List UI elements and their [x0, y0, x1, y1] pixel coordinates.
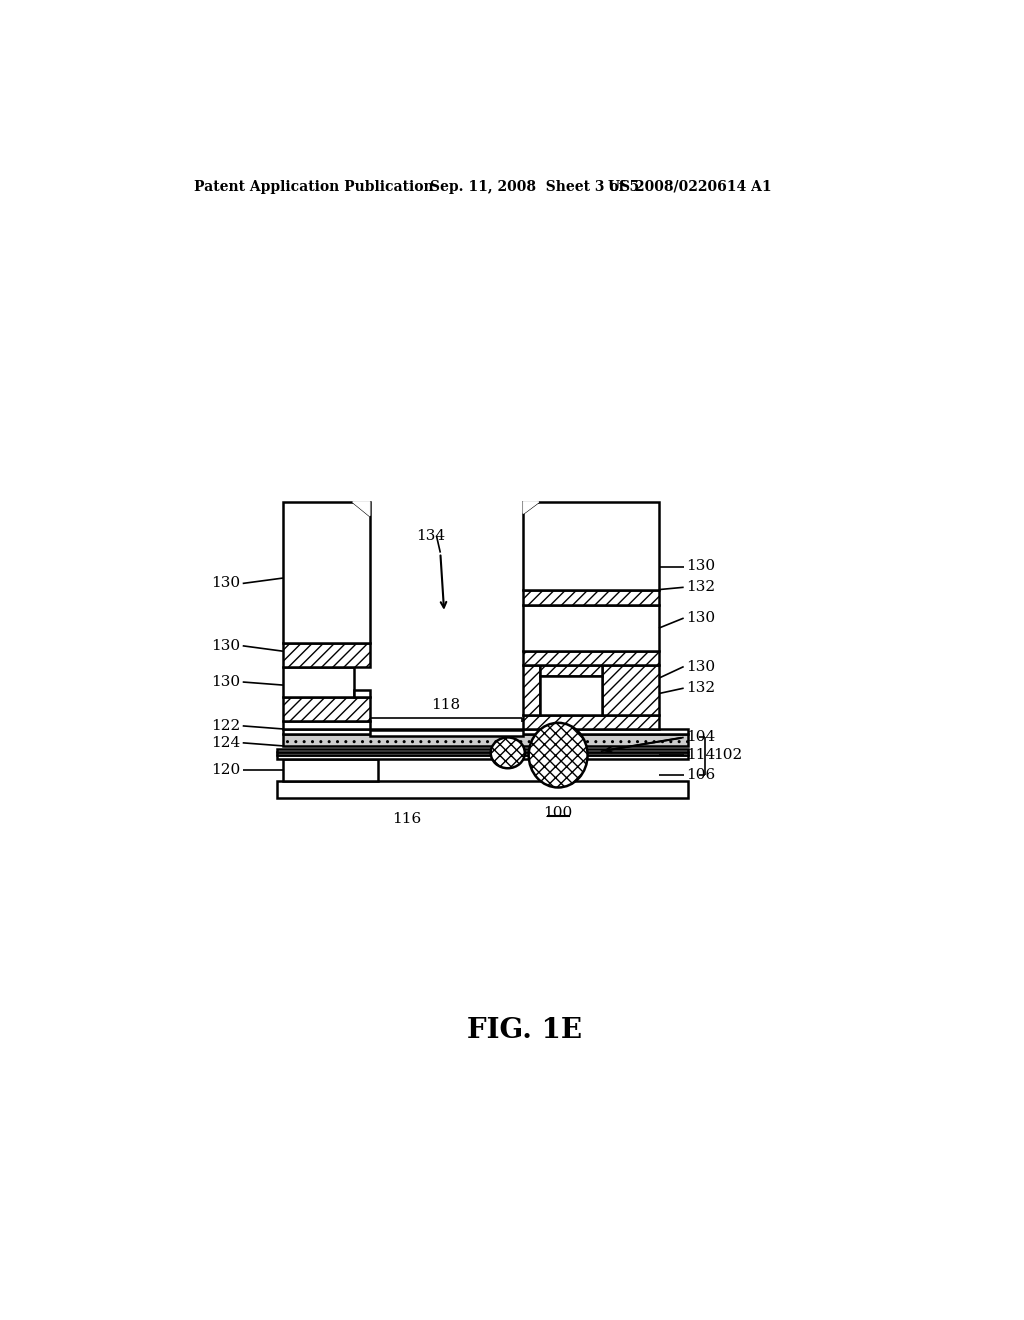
- Polygon shape: [523, 502, 539, 513]
- Text: 134: 134: [416, 529, 444, 543]
- Bar: [283, 734, 687, 746]
- Text: 102: 102: [713, 748, 742, 762]
- Text: US 2008/0220614 A1: US 2008/0220614 A1: [608, 180, 772, 194]
- Text: 130: 130: [211, 675, 241, 689]
- Bar: [523, 651, 658, 665]
- Text: 114: 114: [686, 748, 715, 762]
- Text: 132: 132: [686, 681, 715, 696]
- Bar: [602, 665, 658, 715]
- Bar: [283, 668, 354, 697]
- Text: 130: 130: [686, 660, 715, 673]
- Bar: [276, 752, 687, 755]
- Text: Sep. 11, 2008  Sheet 3 of 5: Sep. 11, 2008 Sheet 3 of 5: [430, 180, 639, 194]
- Bar: [523, 605, 658, 651]
- Text: 130: 130: [686, 560, 715, 573]
- Text: 130: 130: [211, 577, 241, 590]
- Bar: [370, 730, 523, 737]
- Text: 118: 118: [431, 698, 461, 711]
- Bar: [523, 665, 541, 715]
- Text: 100: 100: [544, 807, 572, 820]
- Bar: [523, 715, 658, 729]
- Text: 106: 106: [686, 768, 715, 783]
- Bar: [283, 697, 370, 721]
- Polygon shape: [352, 502, 370, 516]
- Bar: [523, 590, 658, 605]
- Ellipse shape: [490, 738, 524, 768]
- Ellipse shape: [528, 723, 588, 788]
- Text: Patent Application Publication: Patent Application Publication: [194, 180, 433, 194]
- Bar: [541, 665, 602, 676]
- Bar: [523, 502, 658, 590]
- Bar: [353, 690, 370, 697]
- Text: 122: 122: [211, 719, 241, 733]
- Text: 124: 124: [211, 735, 241, 750]
- Text: 120: 120: [211, 763, 241, 776]
- Bar: [276, 748, 687, 752]
- Text: 116: 116: [392, 812, 422, 826]
- Bar: [283, 643, 370, 668]
- Text: 104: 104: [686, 730, 715, 744]
- Text: 132: 132: [686, 581, 715, 594]
- Bar: [276, 755, 687, 759]
- Text: 130: 130: [686, 611, 715, 626]
- Text: FIG. 1E: FIG. 1E: [467, 1016, 583, 1044]
- Bar: [283, 502, 370, 643]
- Bar: [283, 721, 370, 729]
- Bar: [283, 759, 378, 780]
- Bar: [283, 729, 687, 734]
- Text: 130: 130: [211, 639, 241, 653]
- Bar: [541, 676, 602, 715]
- Bar: [276, 780, 687, 797]
